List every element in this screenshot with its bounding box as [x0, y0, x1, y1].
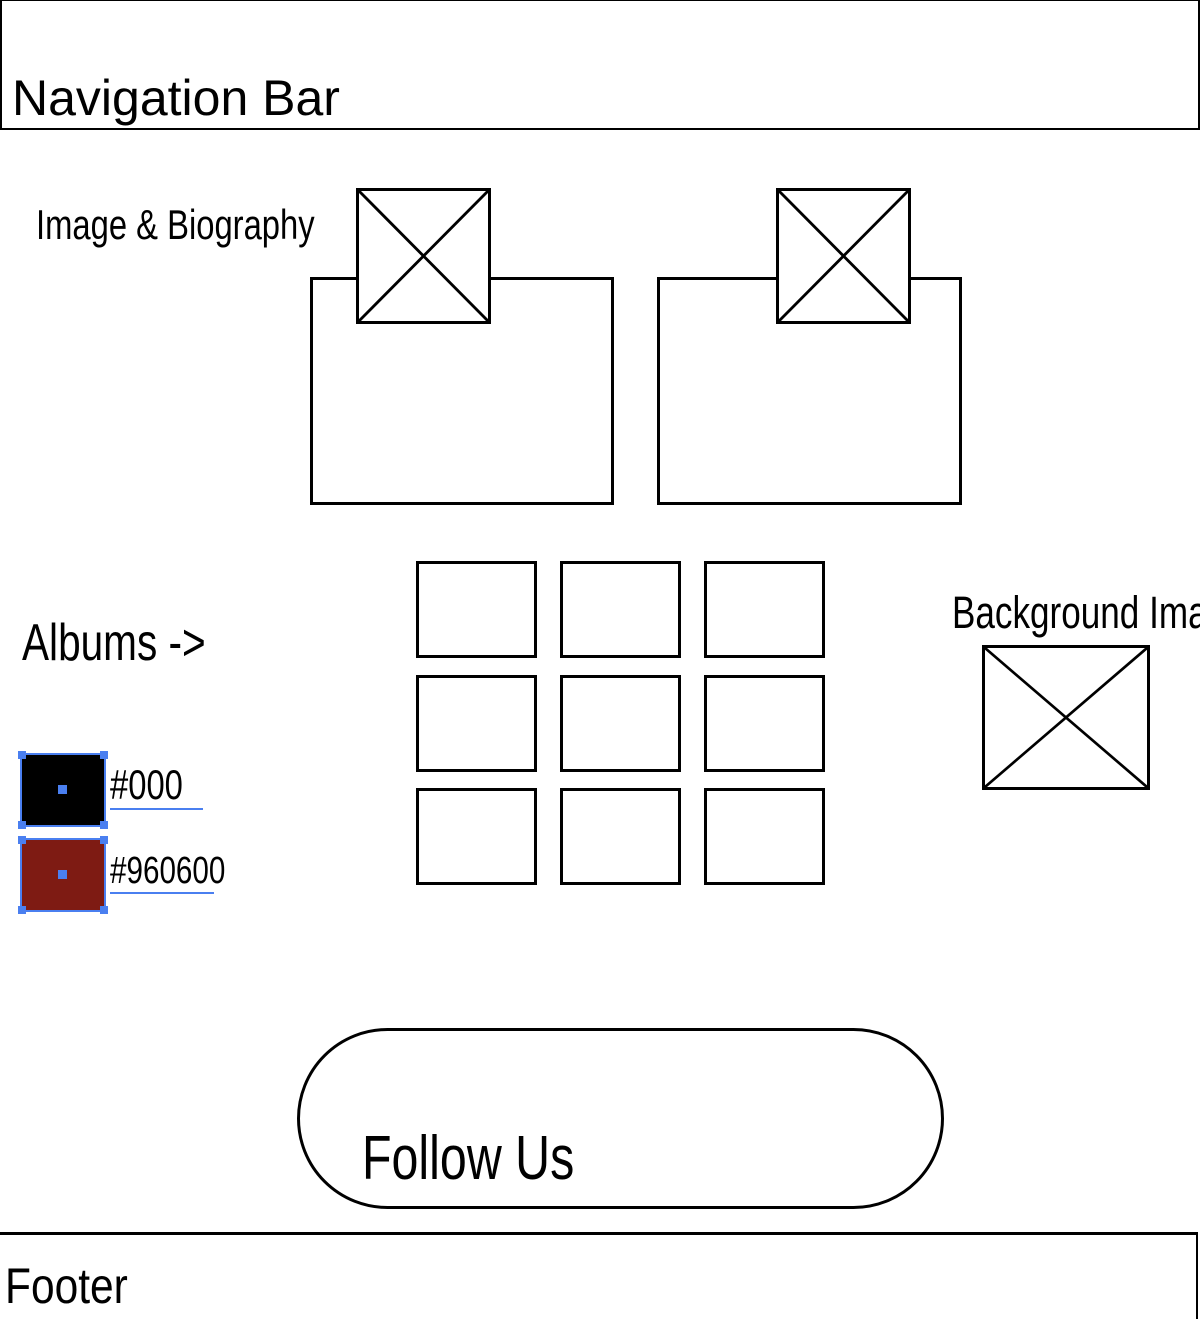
albums-label: Albums ->	[22, 612, 258, 674]
selection-handle[interactable]	[100, 821, 108, 829]
color-label-black: #000	[110, 761, 204, 810]
selection-center-handle[interactable]	[58, 870, 67, 879]
footer	[0, 1232, 1198, 1319]
follow-us-label: Follow Us	[362, 1122, 634, 1196]
album-tile	[416, 561, 537, 658]
selection-handle[interactable]	[100, 906, 108, 914]
selection-handle[interactable]	[18, 906, 26, 914]
follow-us-label-text: Follow Us	[362, 1124, 575, 1193]
selection-center-handle[interactable]	[58, 785, 67, 794]
footer-label: Footer	[5, 1256, 150, 1316]
navigation-bar-label: Navigation Bar	[12, 70, 340, 126]
album-tile	[704, 561, 825, 658]
color-label-red-text: #960600	[110, 850, 226, 892]
color-label-black-text: #000	[110, 761, 183, 808]
image-biography-label: Image & Biography	[36, 200, 393, 250]
album-tile	[560, 788, 681, 885]
album-tile	[416, 788, 537, 885]
cross-icon	[359, 191, 488, 321]
albums-label-text: Albums ->	[22, 614, 206, 672]
background-image-label-text: Background Image	[952, 587, 1200, 638]
image-placeholder-icon	[356, 188, 491, 324]
selection-handle[interactable]	[18, 821, 26, 829]
cross-icon	[779, 191, 908, 321]
color-label-red: #960600	[110, 852, 225, 894]
album-tile	[416, 675, 537, 772]
album-tile	[704, 675, 825, 772]
album-tile	[560, 675, 681, 772]
image-biography-label-text: Image & Biography	[36, 201, 315, 248]
selection-handle[interactable]	[100, 836, 108, 844]
follow-us-button[interactable]	[297, 1028, 944, 1209]
color-swatch-black[interactable]	[20, 753, 106, 827]
album-tile	[704, 788, 825, 885]
selection-handle[interactable]	[100, 751, 108, 759]
selection-handle[interactable]	[18, 751, 26, 759]
background-image-label: Background Image	[952, 586, 1200, 640]
cross-icon	[985, 648, 1147, 787]
navigation-bar	[0, 0, 1200, 130]
selection-handle[interactable]	[18, 836, 26, 844]
album-tile	[560, 561, 681, 658]
background-image-placeholder	[982, 645, 1150, 790]
image-placeholder-icon	[776, 188, 911, 324]
color-swatch-red[interactable]	[20, 838, 106, 912]
footer-label-text: Footer	[5, 1258, 128, 1314]
